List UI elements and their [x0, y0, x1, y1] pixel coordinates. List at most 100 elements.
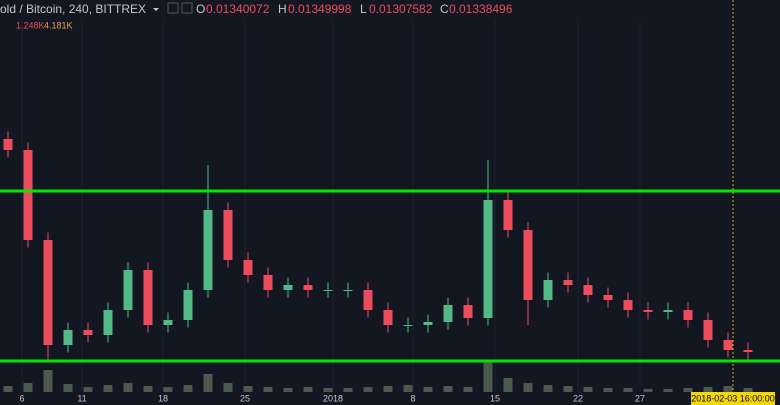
ohlc-value: 0.01349998: [288, 2, 352, 16]
candle-body: [443, 305, 453, 322]
candle-body: [203, 210, 213, 290]
volume-bar: [203, 374, 213, 392]
x-tick-label: 6: [19, 393, 24, 403]
candle-body: [663, 310, 673, 312]
volume-bar: [263, 387, 273, 392]
candle-body: [523, 230, 533, 300]
candle-body: [563, 280, 573, 285]
time-axis: [0, 393, 780, 405]
symbol[interactable]: old / Bitcoin, 240, BITTREX: [0, 2, 146, 16]
candle-body: [43, 240, 53, 345]
candle-body: [263, 275, 273, 290]
candle-body: [303, 285, 313, 290]
icon[interactable]: [181, 2, 193, 14]
volume-bar: [303, 387, 313, 392]
volume-bar: [503, 378, 513, 392]
candle-body: [163, 320, 173, 325]
volume-bar: [463, 387, 473, 392]
volume-bar: [3, 386, 13, 392]
volume-bar: [623, 388, 633, 392]
ohlc-label: H: [278, 2, 287, 16]
volume-bar: [223, 383, 233, 392]
crosshair-label: 2018-02-03 16:00:00: [691, 393, 775, 403]
candle-body: [283, 285, 293, 290]
volume-bar: [63, 384, 73, 392]
candle-body: [23, 150, 33, 240]
volume-value: 1.248K: [16, 20, 45, 30]
ohlc-value: 0.01307582: [369, 2, 433, 16]
volume-bar: [683, 388, 693, 392]
candle-body: [583, 285, 593, 295]
volume-bar: [723, 386, 733, 392]
candle-body: [683, 310, 693, 320]
x-tick-label: 11: [77, 393, 86, 403]
volume-bar: [363, 387, 373, 392]
volume-bar: [343, 388, 353, 392]
candle-body: [543, 280, 553, 300]
candle-body: [383, 310, 393, 325]
x-tick-label: 18: [158, 393, 168, 403]
volume-bar: [323, 388, 333, 392]
candle-body: [143, 270, 153, 325]
volume-bar: [83, 387, 93, 392]
volume-bar: [603, 388, 613, 392]
candle-body: [403, 325, 413, 326]
volume-bar: [703, 387, 713, 392]
x-tick-label: 15: [490, 393, 500, 403]
volume-bar: [743, 388, 753, 392]
ohlc-value: 0.01340072: [206, 2, 270, 16]
volume-bar: [143, 386, 153, 392]
candle-body: [183, 290, 193, 320]
volume-bar: [543, 385, 553, 392]
candle-body: [103, 310, 113, 335]
candle-body: [723, 340, 733, 350]
candle-body: [623, 300, 633, 310]
candle-body: [123, 270, 133, 310]
candle-body: [603, 295, 613, 300]
volume-bar: [423, 387, 433, 392]
x-tick-label: 27: [635, 393, 645, 403]
candle-body: [703, 320, 713, 340]
volume-bar: [283, 388, 293, 392]
ohlc-label: L: [360, 2, 367, 16]
candle-body: [463, 305, 473, 318]
crosshair-label-box: [691, 392, 775, 405]
volume-bar: [243, 386, 253, 392]
candle-body: [63, 330, 73, 345]
candle-body: [243, 260, 253, 275]
candle-body: [483, 200, 493, 318]
volume-bar: [663, 389, 673, 392]
ohlc-label: O: [196, 2, 205, 16]
volume-bar: [403, 385, 413, 392]
volume-bar: [383, 386, 393, 392]
volume-bar: [483, 362, 493, 392]
grid: [21, 20, 641, 392]
candle-body: [83, 330, 93, 335]
x-tick-label: 25: [240, 393, 250, 403]
volume-bar: [123, 383, 133, 392]
candle-body: [343, 290, 353, 291]
candle-body: [323, 290, 333, 291]
ohlc-label: C: [440, 2, 449, 16]
ohlc-value: 0.01338496: [449, 2, 513, 16]
volume-bar: [23, 383, 33, 392]
icon[interactable]: [167, 2, 179, 14]
volume-bar: [103, 385, 113, 392]
volume-bar: [443, 386, 453, 392]
volume-bar: [163, 387, 173, 392]
symbol-menu[interactable]: [153, 8, 159, 11]
volume-bar: [563, 386, 573, 392]
volume-bar: [643, 389, 653, 392]
candle-body: [363, 290, 373, 310]
candle-body: [3, 139, 13, 150]
volume-bar: [523, 383, 533, 392]
volume-ma-value: 4.181K: [44, 20, 73, 30]
plot: [0, 131, 780, 392]
volume-bar: [43, 370, 53, 392]
candle-body: [643, 310, 653, 312]
candle-body: [503, 200, 513, 230]
candle-body: [423, 322, 433, 325]
